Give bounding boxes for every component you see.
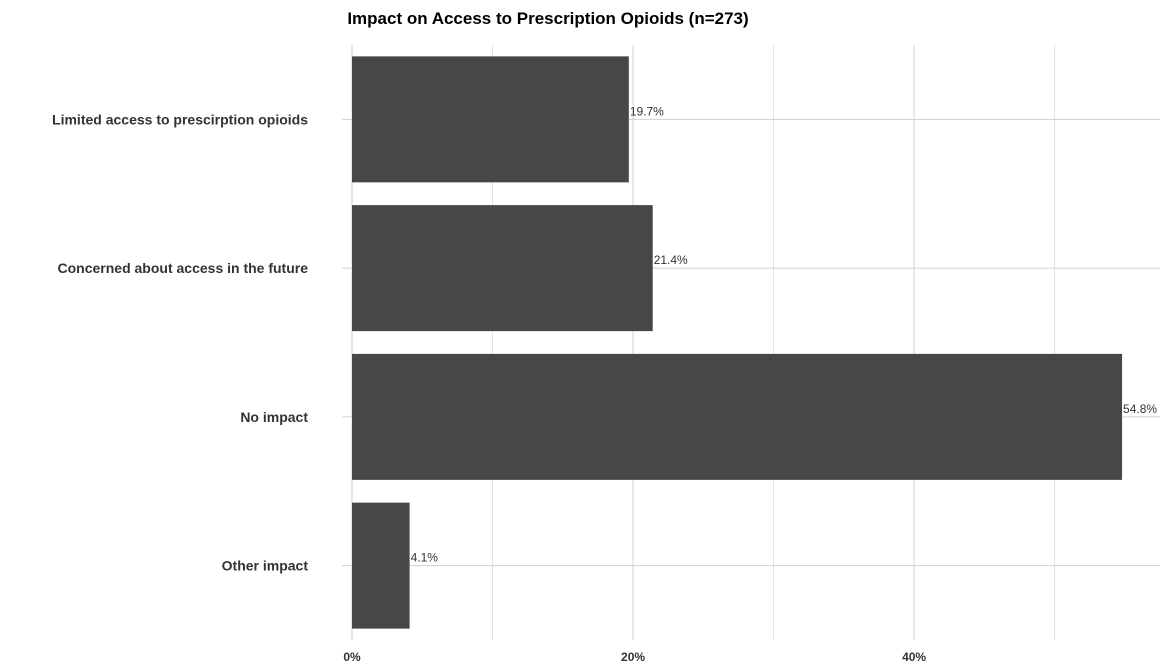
bar-value-label: 4.1% <box>411 551 439 565</box>
category-label: Concerned about access in the future <box>58 260 309 276</box>
chart-title: Impact on Access to Prescription Opioids… <box>347 9 748 28</box>
bar <box>352 205 653 332</box>
category-label: Other impact <box>222 558 309 574</box>
bar <box>352 353 1123 480</box>
bar <box>352 502 410 629</box>
bar-value-label: 21.4% <box>654 253 688 267</box>
bar <box>352 56 629 183</box>
bar-value-label: 54.8% <box>1123 402 1157 416</box>
x-tick-label: 0% <box>343 650 361 664</box>
x-tick-label: 20% <box>621 650 645 664</box>
category-axis: Limited access to prescirption opioids Co… <box>52 111 308 573</box>
x-tick-label: 40% <box>902 650 926 664</box>
category-label: Limited access to prescirption opioids <box>52 111 308 127</box>
value-axis: 0% 20% 40% <box>343 650 926 664</box>
bar-value-label: 19.7% <box>630 104 664 118</box>
bars <box>352 56 1123 629</box>
data-labels: 19.7% 21.4% 54.8% 4.1% <box>411 104 1158 564</box>
category-label: No impact <box>240 409 308 425</box>
